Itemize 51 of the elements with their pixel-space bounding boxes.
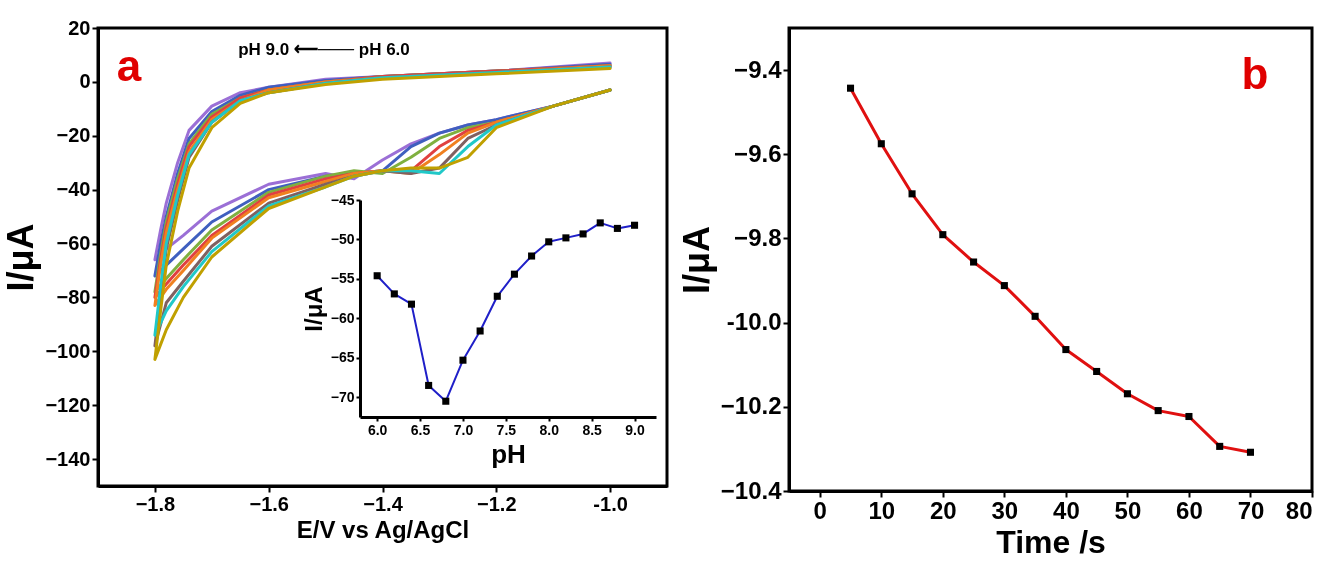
x-tick-label: 30: [991, 496, 1019, 524]
x-tick-label: 8.0: [539, 421, 560, 438]
y-tick-label: −40: [56, 178, 91, 201]
x-tick-label: −1.4: [363, 492, 404, 515]
annotation: pH 9.0 ⟵─── pH 6.0: [238, 40, 410, 59]
x-tick-label: 60: [1176, 496, 1203, 524]
x-tick-label: 6.5: [410, 421, 431, 438]
x-tick-label: −1.8: [135, 492, 176, 515]
x-tick-label: 80: [1285, 496, 1313, 524]
y-tick-label: −9.6: [734, 139, 782, 167]
y-tick-label: 20: [68, 16, 91, 39]
y-tick-label: −50: [330, 230, 355, 247]
y-tick-label: −20: [56, 124, 91, 147]
x-tick-label: −1.6: [249, 492, 289, 515]
y-tick-label: −80: [56, 285, 91, 308]
x-tick-label: 7.5: [496, 421, 517, 438]
x-tick-label: 50: [1114, 496, 1142, 524]
x-tick-label: 9.0: [625, 421, 645, 438]
y-tick-label: −120: [45, 393, 91, 416]
x-tick-label: 6.0: [367, 421, 388, 438]
y-tick-label: −55: [330, 270, 355, 287]
y-tick-label: −140: [45, 447, 91, 470]
y-tick-label: 0: [79, 70, 91, 93]
x-tick-label: 7.0: [453, 421, 474, 438]
annotation: b: [1241, 49, 1269, 98]
y-tick-label: −10.2: [720, 392, 782, 420]
annotation: a: [116, 41, 142, 90]
x-tick-label: -1.0: [593, 492, 628, 515]
x-tick-label: 0: [813, 496, 827, 524]
y-tick-label: −65: [330, 349, 355, 366]
x-tick-label: 40: [1053, 496, 1080, 524]
y-tick-label: −9.8: [734, 223, 782, 251]
y-axis-title: I/μA: [0, 223, 42, 292]
y-tick-label: −9.4: [734, 55, 783, 83]
x-axis-title: Time /s: [996, 523, 1106, 560]
x-tick-label: 10: [868, 496, 896, 524]
x-tick-label: 20: [929, 496, 957, 524]
y-tick-label: −60: [56, 232, 91, 255]
y-tick-label: −100: [45, 339, 91, 362]
y-tick-label: −70: [330, 388, 355, 405]
y-tick-label: -10.0: [726, 308, 782, 336]
y-tick-label: −60: [330, 309, 355, 326]
x-tick-label: 8.5: [582, 421, 603, 438]
x-axis-title: E/V vs Ag/AgCl: [296, 515, 470, 543]
y-tick-label: −10.4: [720, 476, 783, 504]
x-tick-label: −1.2: [477, 492, 517, 515]
y-tick-label: −45: [330, 191, 355, 208]
y-axis-title: I/μA: [299, 286, 327, 332]
x-axis-title: pH: [491, 438, 526, 469]
x-tick-label: 70: [1237, 496, 1265, 524]
y-axis-title: I/μA: [675, 225, 717, 295]
